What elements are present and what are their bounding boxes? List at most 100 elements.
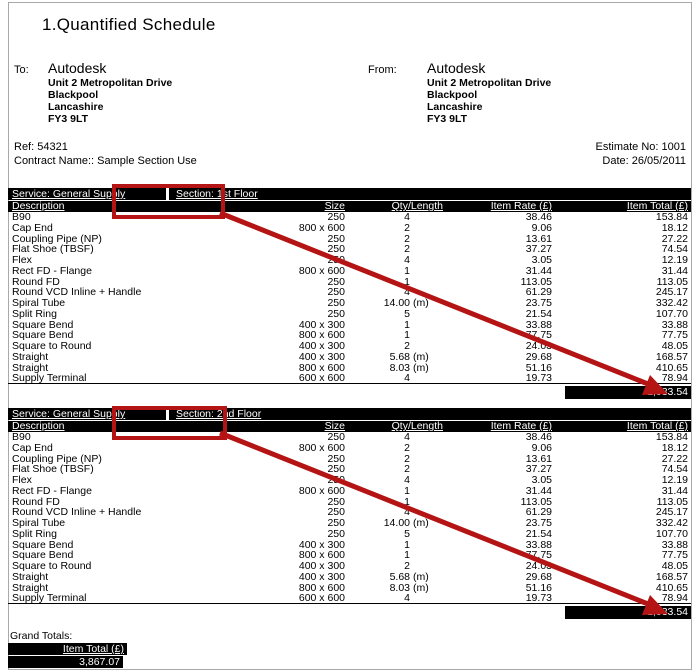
table-row: Square Bend 400 x 300 1 33.88 33.88 xyxy=(8,318,691,331)
cell-qty-length: 2 xyxy=(404,463,410,476)
table-row: Straight 400 x 300 5.68 (m) 29.68 168.57 xyxy=(8,352,691,363)
cell-item-rate: 29.68 xyxy=(525,570,552,583)
table-row: Square Bend 800 x 600 1 77.75 77.75 xyxy=(8,550,691,561)
estimate-no-text: Estimate No: 1001 xyxy=(595,141,687,153)
table-row: Square Bend 800 x 600 1 77.75 77.75 xyxy=(8,330,691,341)
cell-item-total: 74.54 xyxy=(661,243,688,256)
section-label: Section: 2nd Floor xyxy=(169,408,691,420)
cell-qty-length: 1 xyxy=(404,318,410,331)
cell-size: 400 x 300 xyxy=(298,570,345,583)
cell-item-total: 78.94 xyxy=(661,372,688,385)
cell-unit xyxy=(410,266,443,277)
cell-qty-length: 4 xyxy=(404,254,410,266)
cell-qty-length: 4 xyxy=(404,431,410,443)
table-row: Round VCD Inline + Handle 250 4 61.29 245.17 xyxy=(8,287,691,298)
cell-item-rate: 21.54 xyxy=(525,307,552,320)
cell-unit xyxy=(410,309,443,320)
cell-qty-length: 2 xyxy=(404,232,410,245)
cell-qty-length: 8.03 xyxy=(389,581,410,594)
cell-item-total: 245.17 xyxy=(655,506,688,519)
cell-item-total: 18.12 xyxy=(661,441,688,454)
section-total-row: 1,933.54 xyxy=(8,386,691,399)
cell-item-total: 107.70 xyxy=(655,307,688,320)
report-title: 1.Quantified Schedule xyxy=(42,15,216,34)
service-label: Service: General Supply xyxy=(8,188,166,200)
cell-description: Supply Terminal xyxy=(12,592,87,605)
address-line: Lancashire xyxy=(427,101,483,113)
cell-size: 600 x 600 xyxy=(298,592,345,605)
cell-qty-length: 2 xyxy=(404,441,410,454)
cell-qty-length: 14.00 xyxy=(383,297,410,309)
cell-unit xyxy=(410,550,443,561)
cell-description: Coupling Pipe (NP) xyxy=(12,232,102,245)
address-line: Unit 2 Metropolitan Drive xyxy=(48,77,173,89)
cell-description: Split Ring xyxy=(12,527,57,540)
table-row: Straight 800 x 600 8.03 (m) 51.16 410.65 xyxy=(8,361,691,374)
cell-unit xyxy=(410,373,443,384)
column-header-size: Size xyxy=(324,200,345,212)
cell-qty-length: 5 xyxy=(404,527,410,540)
from-company-name: Autodesk xyxy=(427,60,486,76)
cell-description: Flat Shoe (TBSF) xyxy=(12,463,94,476)
cell-qty-length: 4 xyxy=(404,372,410,385)
cell-description: Round FD xyxy=(12,275,60,288)
address-line: Lancashire xyxy=(48,101,104,113)
cell-item-total: 107.70 xyxy=(655,527,688,540)
cell-unit: (m) xyxy=(413,350,429,363)
table-row: Cap End 800 x 600 2 9.06 18.12 xyxy=(8,443,691,454)
section-label: Section: 1st Floor xyxy=(169,188,691,200)
cell-description: Straight xyxy=(12,581,49,594)
column-header-item-rate: Item Rate (£) xyxy=(490,420,552,432)
cell-item-total: 74.54 xyxy=(661,463,688,476)
meta-left: Ref: 54321 Contract Name:: Sample Sectio… xyxy=(14,141,197,168)
cell-item-total: 153.84 xyxy=(655,211,688,223)
cell-size: 400 x 300 xyxy=(298,350,345,363)
cell-description: Supply Terminal xyxy=(12,372,87,385)
cell-size: 600 x 600 xyxy=(298,372,345,385)
cell-unit xyxy=(410,223,443,234)
cell-unit: (m) xyxy=(413,361,429,374)
table-row: B90 250 4 38.46 153.84 xyxy=(8,432,691,443)
table-row: Spiral Tube 250 14.00 (m) 23.75 332.42 xyxy=(8,518,691,529)
cell-size: 800 x 600 xyxy=(298,484,345,497)
service-label: Service: General Supply xyxy=(8,408,166,420)
cell-item-total: 48.05 xyxy=(661,340,688,352)
cell-description: Square to Round xyxy=(12,340,92,352)
cell-qty-length: 14.00 xyxy=(383,517,410,529)
column-header-description: Description xyxy=(12,200,65,212)
address-line: Blackpool xyxy=(48,89,99,101)
cell-unit xyxy=(410,454,443,465)
table-row: Split Ring 250 5 21.54 107.70 xyxy=(8,309,691,320)
table-row: Square to Round 400 x 300 2 24.03 48.05 xyxy=(8,341,691,352)
address-line: Unit 2 Metropolitan Drive xyxy=(427,77,552,89)
cell-unit xyxy=(410,244,443,255)
cell-item-rate: 9.06 xyxy=(531,441,552,454)
cell-qty-length: 1 xyxy=(404,495,410,508)
section-total-value: 1,933.54 xyxy=(565,606,691,619)
cell-qty-length: 1 xyxy=(404,275,410,288)
cell-description: Cap End xyxy=(12,441,53,454)
cell-qty-length: 4 xyxy=(404,474,410,486)
cell-description: Cap End xyxy=(12,221,53,234)
cell-unit xyxy=(410,234,443,245)
cell-item-total: 410.65 xyxy=(655,581,688,594)
cell-description: Straight xyxy=(12,570,49,583)
table-row: Split Ring 250 5 21.54 107.70 xyxy=(8,529,691,540)
to-company-name: Autodesk xyxy=(48,60,107,76)
cell-item-rate: 29.68 xyxy=(525,350,552,363)
address-line: FY3 9LT xyxy=(427,113,468,125)
table-row: Coupling Pipe (NP) 250 2 13.61 27.22 xyxy=(8,232,691,245)
cell-description: Round FD xyxy=(12,495,60,508)
service-bar: Service: General Supply Section: 1st Floo… xyxy=(8,188,691,200)
cell-description: B90 xyxy=(12,431,31,443)
cell-item-rate: 9.06 xyxy=(531,221,552,234)
table-row: Straight 800 x 600 8.03 (m) 51.16 410.65 xyxy=(8,581,691,594)
cell-qty-length: 2 xyxy=(404,221,410,234)
service-bar-gap xyxy=(166,408,169,420)
cell-unit: (m) xyxy=(413,517,429,529)
cell-unit xyxy=(410,497,443,508)
cell-qty-length: 4 xyxy=(404,211,410,223)
cell-item-total: 77.75 xyxy=(661,329,688,342)
page-border xyxy=(8,2,692,670)
table-row: Round VCD Inline + Handle 250 4 61.29 245.17 xyxy=(8,507,691,518)
